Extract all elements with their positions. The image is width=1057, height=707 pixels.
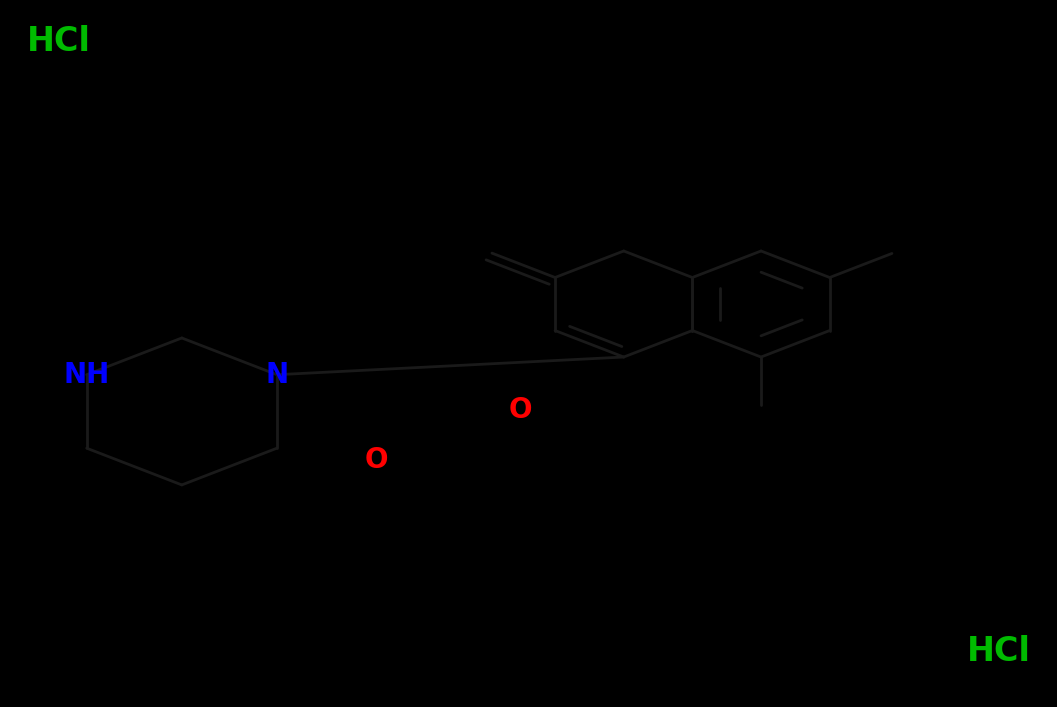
Text: O: O [508, 396, 532, 424]
Text: N: N [265, 361, 289, 389]
Text: O: O [365, 446, 388, 474]
Text: NH: NH [63, 361, 110, 389]
Text: HCl: HCl [26, 25, 90, 58]
Text: HCl: HCl [967, 635, 1031, 668]
